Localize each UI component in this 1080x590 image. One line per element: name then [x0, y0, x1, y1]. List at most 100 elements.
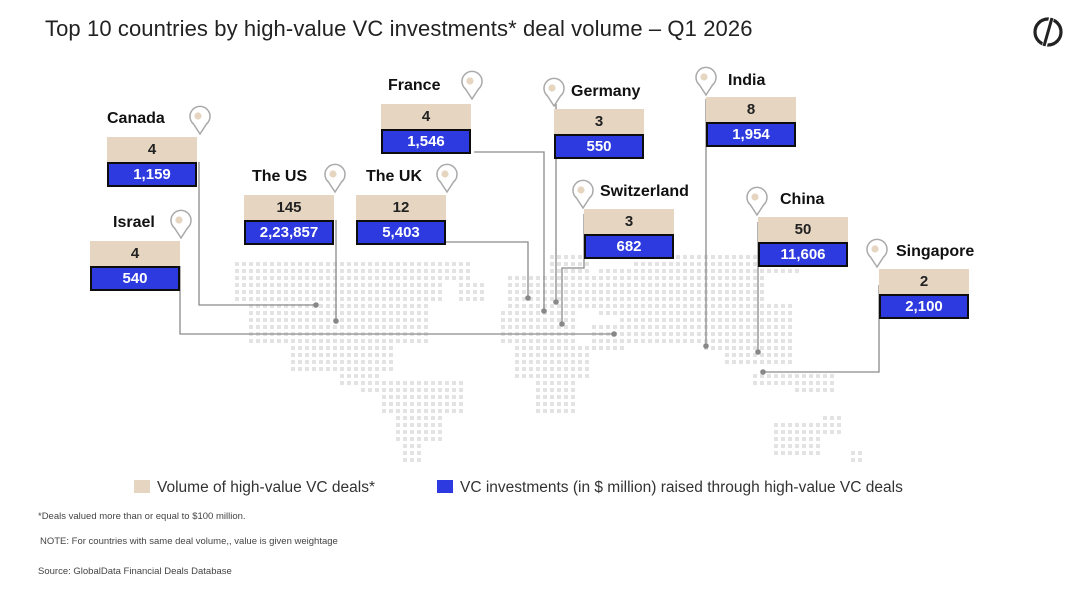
map-dot: [543, 304, 547, 308]
map-dot: [676, 325, 680, 329]
map-dot: [396, 381, 400, 385]
map-dot: [690, 276, 694, 280]
map-dot: [809, 451, 813, 455]
map-dot: [816, 381, 820, 385]
map-dot: [732, 255, 736, 259]
map-dot: [655, 262, 659, 266]
map-dot: [648, 269, 652, 273]
map-dot: [382, 360, 386, 364]
map-dot: [340, 325, 344, 329]
map-dot: [270, 262, 274, 266]
map-dot: [550, 269, 554, 273]
map-dot: [389, 360, 393, 364]
map-dot: [718, 332, 722, 336]
volume-value-china: 50: [758, 217, 848, 242]
map-dot: [431, 409, 435, 413]
map-dot: [256, 325, 260, 329]
map-dot: [599, 269, 603, 273]
map-dot: [655, 304, 659, 308]
map-dot: [543, 339, 547, 343]
map-dot: [620, 304, 624, 308]
map-dot: [312, 311, 316, 315]
map-dot: [382, 388, 386, 392]
map-dot: [543, 388, 547, 392]
map-dot: [410, 339, 414, 343]
map-dot: [522, 276, 526, 280]
map-dot: [529, 339, 533, 343]
map-dot: [571, 367, 575, 371]
map-dot: [389, 276, 393, 280]
map-dot: [403, 395, 407, 399]
map-dot: [746, 290, 750, 294]
map-dot: [634, 276, 638, 280]
map-dot: [396, 388, 400, 392]
map-dot: [683, 269, 687, 273]
map-dot: [655, 318, 659, 322]
map-dot: [403, 444, 407, 448]
map-dot: [795, 269, 799, 273]
map-dot: [522, 339, 526, 343]
map-dot: [277, 290, 281, 294]
map-dot: [445, 381, 449, 385]
map-dot: [550, 381, 554, 385]
map-dot: [739, 304, 743, 308]
map-dot: [452, 402, 456, 406]
map-dot: [389, 318, 393, 322]
map-dot: [760, 381, 764, 385]
map-dot: [256, 339, 260, 343]
map-dot: [417, 444, 421, 448]
map-dot: [669, 269, 673, 273]
volume-value-germany: 3: [554, 109, 644, 134]
map-dot: [284, 276, 288, 280]
map-dot: [557, 269, 561, 273]
map-dot: [473, 290, 477, 294]
map-dot: [571, 339, 575, 343]
map-dot: [550, 304, 554, 308]
map-dot: [256, 290, 260, 294]
map-dot: [410, 402, 414, 406]
map-dot: [459, 283, 463, 287]
map-dot: [508, 297, 512, 301]
location-dot-switzerland: [559, 321, 565, 327]
map-dot: [459, 297, 463, 301]
map-dot: [634, 311, 638, 315]
map-dot: [515, 325, 519, 329]
map-dot: [746, 325, 750, 329]
map-dot: [634, 304, 638, 308]
map-dot: [389, 367, 393, 371]
map-dot: [774, 374, 778, 378]
map-dot: [641, 339, 645, 343]
map-dot: [466, 276, 470, 280]
map-dot: [648, 311, 652, 315]
map-dot: [459, 388, 463, 392]
map-dot: [837, 430, 841, 434]
map-dot: [550, 297, 554, 301]
weightage-note: NOTE: For countries with same deal volum…: [40, 536, 338, 547]
map-dot: [277, 276, 281, 280]
map-dot: [739, 360, 743, 364]
map-dot: [424, 290, 428, 294]
map-dot: [788, 430, 792, 434]
map-dot: [795, 374, 799, 378]
map-dot: [711, 283, 715, 287]
map-dot: [354, 353, 358, 357]
map-dot: [235, 297, 239, 301]
map-dot: [375, 353, 379, 357]
map-dot: [382, 339, 386, 343]
map-dot: [550, 360, 554, 364]
volume-value-france: 4: [381, 104, 471, 129]
map-dot: [368, 346, 372, 350]
map-dot: [613, 311, 617, 315]
map-dot: [417, 262, 421, 266]
map-dot: [564, 290, 568, 294]
map-dot: [403, 311, 407, 315]
map-dot: [599, 276, 603, 280]
map-dot: [606, 325, 610, 329]
map-dot: [438, 430, 442, 434]
map-dot: [515, 346, 519, 350]
map-dot: [634, 339, 638, 343]
map-dot: [263, 318, 267, 322]
map-dot: [613, 269, 617, 273]
map-dot: [270, 325, 274, 329]
